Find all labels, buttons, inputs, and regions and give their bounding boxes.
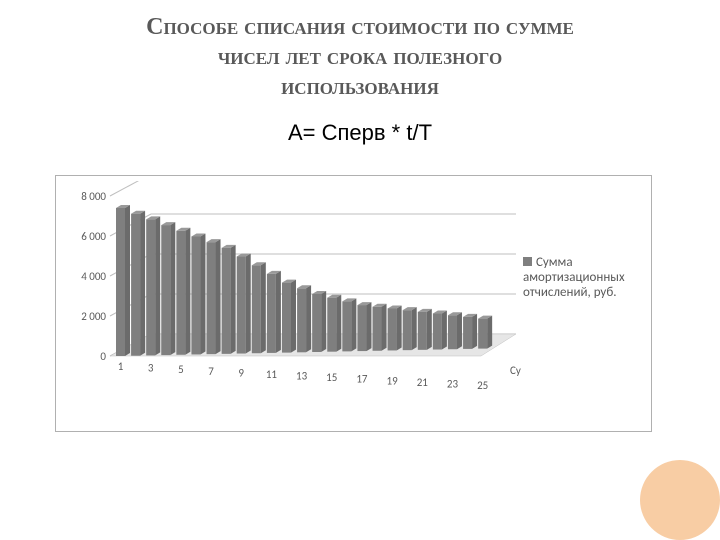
title-line: использования: [281, 74, 439, 100]
svg-text:Сумма…: Сумма…: [510, 364, 521, 377]
svg-text:17: 17: [356, 373, 368, 386]
svg-text:5: 5: [178, 363, 184, 376]
svg-text:19: 19: [387, 374, 399, 387]
svg-text:9: 9: [238, 366, 244, 379]
svg-text:6 000: 6 000: [81, 230, 106, 243]
formula-text: А= Сперв * t/T: [0, 120, 720, 146]
svg-text:23: 23: [447, 377, 459, 390]
title-line: Способе списания стоимости по сумме: [146, 14, 574, 40]
svg-text:4 000: 4 000: [81, 270, 106, 283]
legend: Сумма амортизационных отчислений, руб.: [523, 256, 643, 301]
svg-text:8 000: 8 000: [81, 190, 106, 203]
svg-text:25: 25: [477, 379, 488, 392]
svg-text:1: 1: [118, 360, 124, 373]
chart-container: 02 0004 0006 0008 0001357911131517192123…: [55, 175, 652, 432]
svg-text:15: 15: [326, 371, 337, 384]
svg-text:0: 0: [100, 350, 106, 363]
bar-chart-3d: 02 0004 0006 0008 0001357911131517192123…: [61, 181, 521, 426]
svg-text:7: 7: [208, 365, 214, 378]
accent-circle-icon: [640, 460, 720, 540]
svg-text:2 000: 2 000: [81, 310, 106, 323]
legend-swatch-icon: [523, 257, 532, 266]
legend-label: Сумма амортизационных отчислений, руб.: [523, 255, 625, 300]
title-line: чисел лет срока полезного: [218, 44, 502, 70]
svg-text:11: 11: [266, 368, 278, 381]
svg-text:3: 3: [148, 362, 154, 375]
svg-text:13: 13: [296, 370, 308, 383]
slide-title: Способе списания стоимости по сумме чисе…: [35, 12, 685, 102]
svg-text:21: 21: [417, 376, 429, 389]
